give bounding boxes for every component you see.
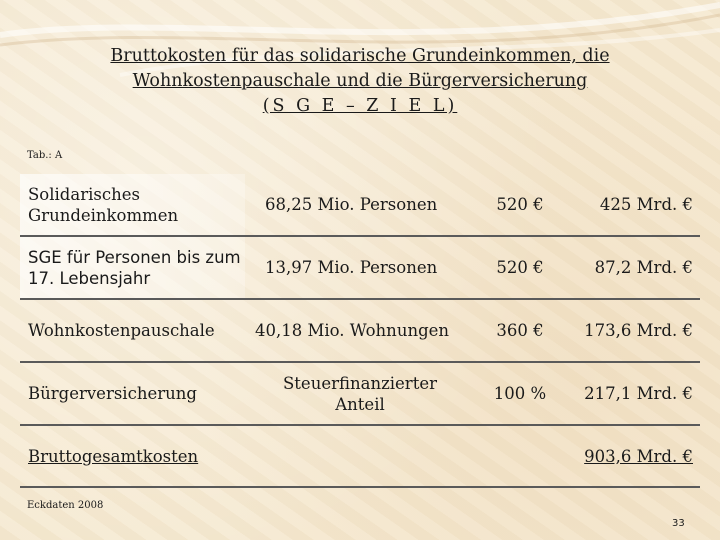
row-label: SGE für Personen bis zum 17. Lebensjahr (20, 237, 245, 298)
footnote: Eckdaten 2008 (27, 500, 104, 511)
row-total: 217,1 Mrd. € (584, 384, 693, 403)
table-row: SGE für Personen bis zum 17. Lebensjahr … (20, 237, 700, 300)
row-label: Bürgerversicherung (28, 384, 197, 403)
row-count: 13,97 Mio. Personen (265, 258, 438, 277)
table-row: Bürgerversicherung Steuerfinanzierter An… (20, 363, 700, 426)
title-line-1: Bruttokosten für das solidarische Grunde… (110, 46, 610, 66)
row-count: 68,25 Mio. Personen (265, 195, 438, 214)
row-rate: 520 € (496, 195, 544, 214)
row-label: Wohnkostenpauschale (28, 321, 215, 340)
row-rate: 360 € (496, 321, 544, 340)
row-rate: 100 % (493, 384, 547, 403)
cost-table: Solidarisches Grundeinkommen 68,25 Mio. … (20, 174, 700, 488)
row-rate: 520 € (496, 258, 544, 277)
total-row: Bruttogesamtkosten 903,6 Mrd. € (20, 426, 700, 488)
row-total: 425 Mrd. € (599, 195, 693, 214)
row-total: 173,6 Mrd. € (584, 321, 693, 340)
title-line-2: Wohnkostenpauschale und die Bürgerversic… (132, 71, 588, 91)
total-label: Bruttogesamtkosten (28, 446, 199, 466)
table-row: Solidarisches Grundeinkommen 68,25 Mio. … (20, 174, 700, 237)
row-label: Solidarisches Grundeinkommen (20, 174, 245, 235)
decorative-swoosh (0, 2, 720, 77)
title-line-3: (S G E – Z I E L) (262, 96, 458, 116)
row-count: 40,18 Mio. Wohnungen (255, 321, 450, 340)
total-value: 903,6 Mrd. € (584, 446, 693, 466)
row-count: Steuerfinanzierter Anteil (283, 373, 437, 414)
table-label: Tab.: A (27, 150, 63, 161)
row-total: 87,2 Mrd. € (594, 258, 693, 277)
page-number: 33 (672, 518, 685, 529)
slide-title: Bruttokosten für das solidarische Grunde… (0, 44, 720, 119)
table-row: Wohnkostenpauschale 40,18 Mio. Wohnungen… (20, 300, 700, 363)
